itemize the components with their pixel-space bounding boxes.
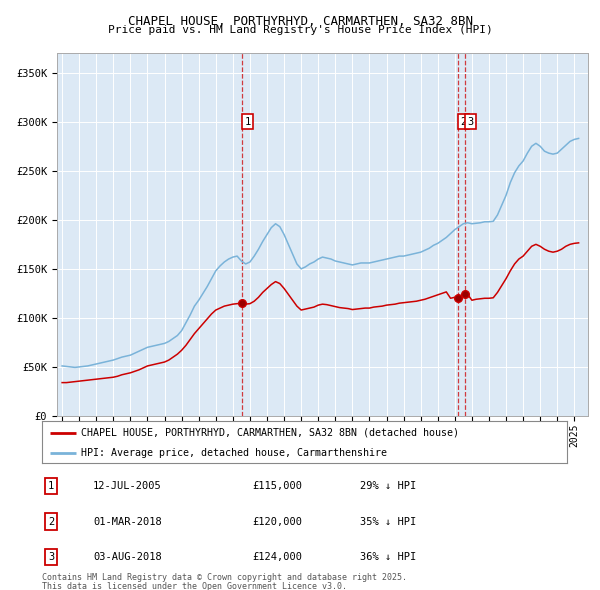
Text: 3: 3 [48, 552, 54, 562]
Text: CHAPEL HOUSE, PORTHYRHYD, CARMARTHEN, SA32 8BN: CHAPEL HOUSE, PORTHYRHYD, CARMARTHEN, SA… [128, 15, 473, 28]
Text: 3: 3 [467, 117, 473, 127]
Text: £120,000: £120,000 [252, 517, 302, 526]
Text: HPI: Average price, detached house, Carmarthenshire: HPI: Average price, detached house, Carm… [82, 448, 388, 457]
Text: £115,000: £115,000 [252, 481, 302, 491]
Text: 2: 2 [48, 517, 54, 526]
Text: 01-MAR-2018: 01-MAR-2018 [93, 517, 162, 526]
Text: 35% ↓ HPI: 35% ↓ HPI [360, 517, 416, 526]
Text: 29% ↓ HPI: 29% ↓ HPI [360, 481, 416, 491]
Text: 1: 1 [48, 481, 54, 491]
Text: £124,000: £124,000 [252, 552, 302, 562]
Text: This data is licensed under the Open Government Licence v3.0.: This data is licensed under the Open Gov… [42, 582, 347, 590]
Text: 2: 2 [460, 117, 467, 127]
Text: 12-JUL-2005: 12-JUL-2005 [93, 481, 162, 491]
Text: Price paid vs. HM Land Registry's House Price Index (HPI): Price paid vs. HM Land Registry's House … [107, 25, 493, 35]
Text: 03-AUG-2018: 03-AUG-2018 [93, 552, 162, 562]
Text: 36% ↓ HPI: 36% ↓ HPI [360, 552, 416, 562]
Text: 1: 1 [244, 117, 251, 127]
Text: Contains HM Land Registry data © Crown copyright and database right 2025.: Contains HM Land Registry data © Crown c… [42, 573, 407, 582]
Text: CHAPEL HOUSE, PORTHYRHYD, CARMARTHEN, SA32 8BN (detached house): CHAPEL HOUSE, PORTHYRHYD, CARMARTHEN, SA… [82, 428, 460, 438]
